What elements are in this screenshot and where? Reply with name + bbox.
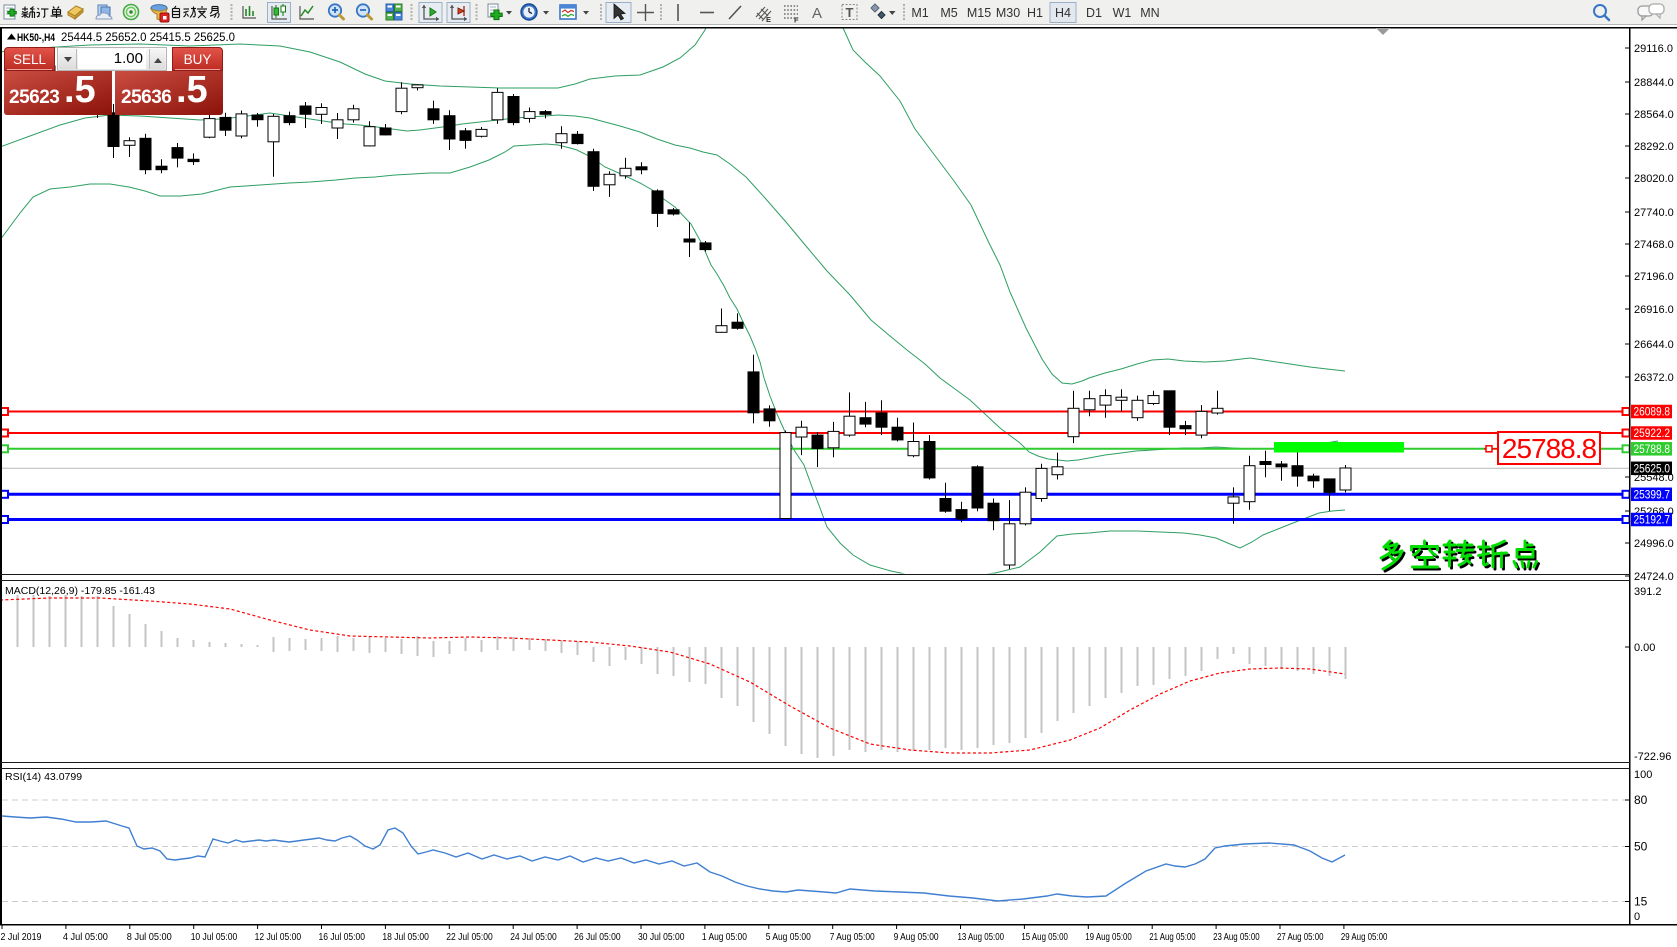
- svg-text:24724.0: 24724.0: [1634, 571, 1674, 583]
- svg-text:27468.0: 27468.0: [1634, 239, 1674, 251]
- svg-text:26 Jul 05:00: 26 Jul 05:00: [574, 932, 621, 943]
- svg-text:M5: M5: [940, 6, 957, 20]
- svg-text:100: 100: [1634, 769, 1652, 781]
- svg-text:26916.0: 26916.0: [1634, 304, 1674, 316]
- svg-text:HK50-,H4: HK50-,H4: [17, 32, 56, 44]
- svg-text:27 Aug 05:00: 27 Aug 05:00: [1277, 932, 1324, 943]
- svg-text:MACD(12,26,9) -179.85 -161.43: MACD(12,26,9) -179.85 -161.43: [5, 585, 155, 597]
- svg-text:22 Jul 05:00: 22 Jul 05:00: [446, 932, 493, 943]
- svg-text:16 Jul 05:00: 16 Jul 05:00: [319, 932, 366, 943]
- svg-text:28564.0: 28564.0: [1634, 109, 1674, 121]
- svg-text:H4: H4: [1055, 6, 1071, 20]
- svg-text:E: E: [766, 15, 771, 24]
- svg-text:9 Aug 05:00: 9 Aug 05:00: [894, 932, 939, 943]
- svg-text:A: A: [812, 5, 822, 22]
- svg-text:25922.2: 25922.2: [1634, 428, 1671, 440]
- svg-text:24 Jul 05:00: 24 Jul 05:00: [510, 932, 557, 943]
- svg-text:D1: D1: [1086, 6, 1102, 20]
- svg-text:391.2: 391.2: [1634, 586, 1662, 598]
- svg-text:H1: H1: [1027, 6, 1043, 20]
- svg-text:M15: M15: [967, 6, 991, 20]
- svg-text:26372.0: 26372.0: [1634, 372, 1674, 384]
- svg-text:10 Jul 05:00: 10 Jul 05:00: [191, 932, 238, 943]
- svg-text:28844.0: 28844.0: [1634, 77, 1674, 89]
- svg-text:5 Aug 05:00: 5 Aug 05:00: [766, 932, 811, 943]
- svg-text:19 Aug 05:00: 19 Aug 05:00: [1085, 932, 1132, 943]
- svg-text:27740.0: 27740.0: [1634, 207, 1674, 219]
- svg-text:18 Jul 05:00: 18 Jul 05:00: [382, 932, 429, 943]
- svg-text:T: T: [846, 5, 854, 20]
- svg-text:80: 80: [1634, 793, 1648, 807]
- svg-text:M30: M30: [996, 6, 1020, 20]
- svg-text:29116.0: 29116.0: [1634, 43, 1673, 55]
- svg-text:25399.7: 25399.7: [1634, 490, 1671, 502]
- svg-text:1 Aug 05:00: 1 Aug 05:00: [702, 932, 747, 943]
- svg-text:28292.0: 28292.0: [1634, 141, 1674, 153]
- svg-text:2 Jul 2019: 2 Jul 2019: [1, 932, 42, 943]
- svg-text:23 Aug 05:00: 23 Aug 05:00: [1213, 932, 1260, 943]
- svg-text:-722.96: -722.96: [1634, 751, 1671, 763]
- svg-text:8 Jul 05:00: 8 Jul 05:00: [127, 932, 172, 943]
- svg-text:26644.0: 26644.0: [1634, 339, 1674, 351]
- svg-text:0.00: 0.00: [1634, 642, 1655, 654]
- svg-text:12 Jul 05:00: 12 Jul 05:00: [255, 932, 302, 943]
- svg-text:M1: M1: [911, 6, 928, 20]
- svg-text:25444.5 25652.0 25415.5 25625.: 25444.5 25652.0 25415.5 25625.0: [61, 32, 235, 44]
- svg-text:25192.7: 25192.7: [1634, 515, 1671, 527]
- svg-text:0: 0: [1634, 911, 1640, 923]
- svg-text:25788.8: 25788.8: [1634, 444, 1671, 456]
- svg-text:24996.0: 24996.0: [1634, 538, 1674, 550]
- svg-text:50: 50: [1634, 840, 1648, 854]
- svg-text:15 Aug 05:00: 15 Aug 05:00: [1021, 932, 1068, 943]
- svg-text:W1: W1: [1113, 6, 1132, 20]
- svg-text:4 Jul 05:00: 4 Jul 05:00: [63, 932, 108, 943]
- svg-text:MN: MN: [1140, 6, 1159, 20]
- svg-text:27196.0: 27196.0: [1634, 271, 1674, 283]
- svg-text:26089.8: 26089.8: [1634, 407, 1671, 419]
- svg-text:F: F: [794, 16, 799, 25]
- svg-text:21 Aug 05:00: 21 Aug 05:00: [1149, 932, 1196, 943]
- svg-text:RSI(14) 43.0799: RSI(14) 43.0799: [5, 771, 82, 783]
- svg-text:30 Jul 05:00: 30 Jul 05:00: [638, 932, 685, 943]
- svg-text:29 Aug 05:00: 29 Aug 05:00: [1341, 932, 1388, 943]
- svg-text:15: 15: [1634, 895, 1648, 909]
- svg-text:13 Aug 05:00: 13 Aug 05:00: [958, 932, 1005, 943]
- svg-text:25625.0: 25625.0: [1634, 464, 1671, 476]
- svg-text:7 Aug 05:00: 7 Aug 05:00: [830, 932, 875, 943]
- svg-text:28020.0: 28020.0: [1634, 173, 1674, 185]
